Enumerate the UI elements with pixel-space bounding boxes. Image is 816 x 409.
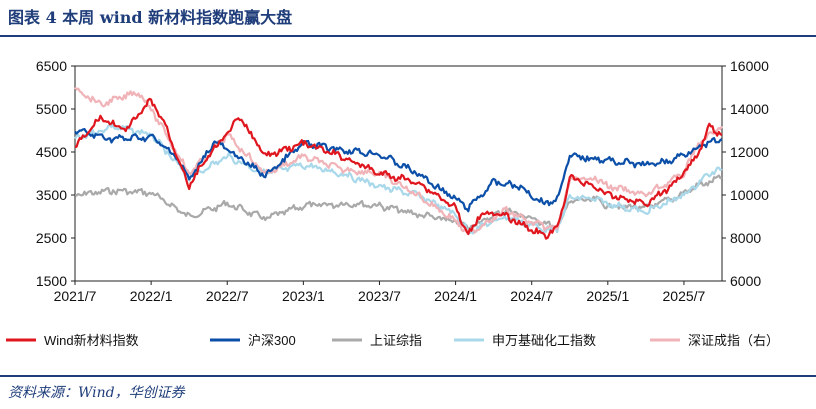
y-left-tick-label: 1500 xyxy=(36,273,67,289)
series-line-4 xyxy=(74,86,723,234)
legend-label-4: 深证成指（右） xyxy=(688,333,779,348)
x-tick-label: 2022/7 xyxy=(206,288,249,304)
y-right-tick-label: 16000 xyxy=(730,58,769,74)
plot-frame xyxy=(74,65,723,282)
series-line-0 xyxy=(74,97,723,240)
x-tick-label: 2024/1 xyxy=(434,288,477,304)
source-rule xyxy=(0,375,816,377)
legend-label-0: Wind新材料指数 xyxy=(44,333,139,348)
x-tick-label: 2023/7 xyxy=(358,288,401,304)
x-tick-label: 2021/7 xyxy=(54,288,97,304)
x-tick-label: 2025/1 xyxy=(586,288,629,304)
legend-label-1: 沪深300 xyxy=(248,333,296,348)
y-right-tick-label: 10000 xyxy=(730,187,769,203)
x-tick-label: 2025/7 xyxy=(663,288,706,304)
line-chart: 1500 2500 3500 4500 5500 6500 6000 8000 10000 120… xyxy=(6,58,779,348)
y-left-tick-label: 3500 xyxy=(36,187,67,203)
series-line-2 xyxy=(74,174,723,231)
y-left-tick-label: 6500 xyxy=(36,58,67,74)
y-right-tick-label: 14000 xyxy=(730,101,769,117)
legend-label-2: 上证综指 xyxy=(370,333,422,348)
y-left-tick-label: 2500 xyxy=(36,230,67,246)
title-rule xyxy=(0,35,816,37)
x-tick-label: 2023/1 xyxy=(282,288,325,304)
figure-title: 图表 4 本周 wind 新材料指数跑赢大盘 xyxy=(8,8,293,27)
y-right-tick-label: 6000 xyxy=(730,273,761,289)
x-tick-label: 2022/1 xyxy=(130,288,173,304)
series-line-1 xyxy=(74,128,723,213)
x-tick-label: 2024/7 xyxy=(510,288,553,304)
y-left-tick-label: 4500 xyxy=(36,144,67,160)
y-left-tick-label: 5500 xyxy=(36,101,67,117)
y-right-tick-label: 12000 xyxy=(730,144,769,160)
legend-label-3: 申万基础化工指数 xyxy=(492,333,596,348)
y-right-tick-label: 8000 xyxy=(730,230,761,246)
source-note: 资料来源：Wind，华创证券 xyxy=(8,385,185,401)
